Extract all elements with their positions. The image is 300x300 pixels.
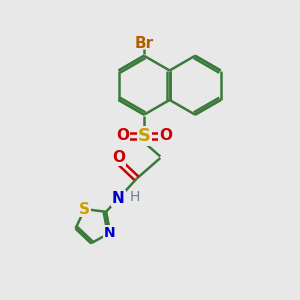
- Text: O: O: [116, 128, 129, 143]
- Text: H: H: [130, 190, 140, 204]
- Text: N: N: [112, 191, 125, 206]
- Text: N: N: [104, 226, 116, 240]
- Text: S: S: [79, 202, 90, 217]
- Text: O: O: [159, 128, 172, 143]
- Text: Br: Br: [134, 36, 154, 51]
- Text: S: S: [138, 127, 151, 145]
- Text: O: O: [112, 150, 126, 165]
